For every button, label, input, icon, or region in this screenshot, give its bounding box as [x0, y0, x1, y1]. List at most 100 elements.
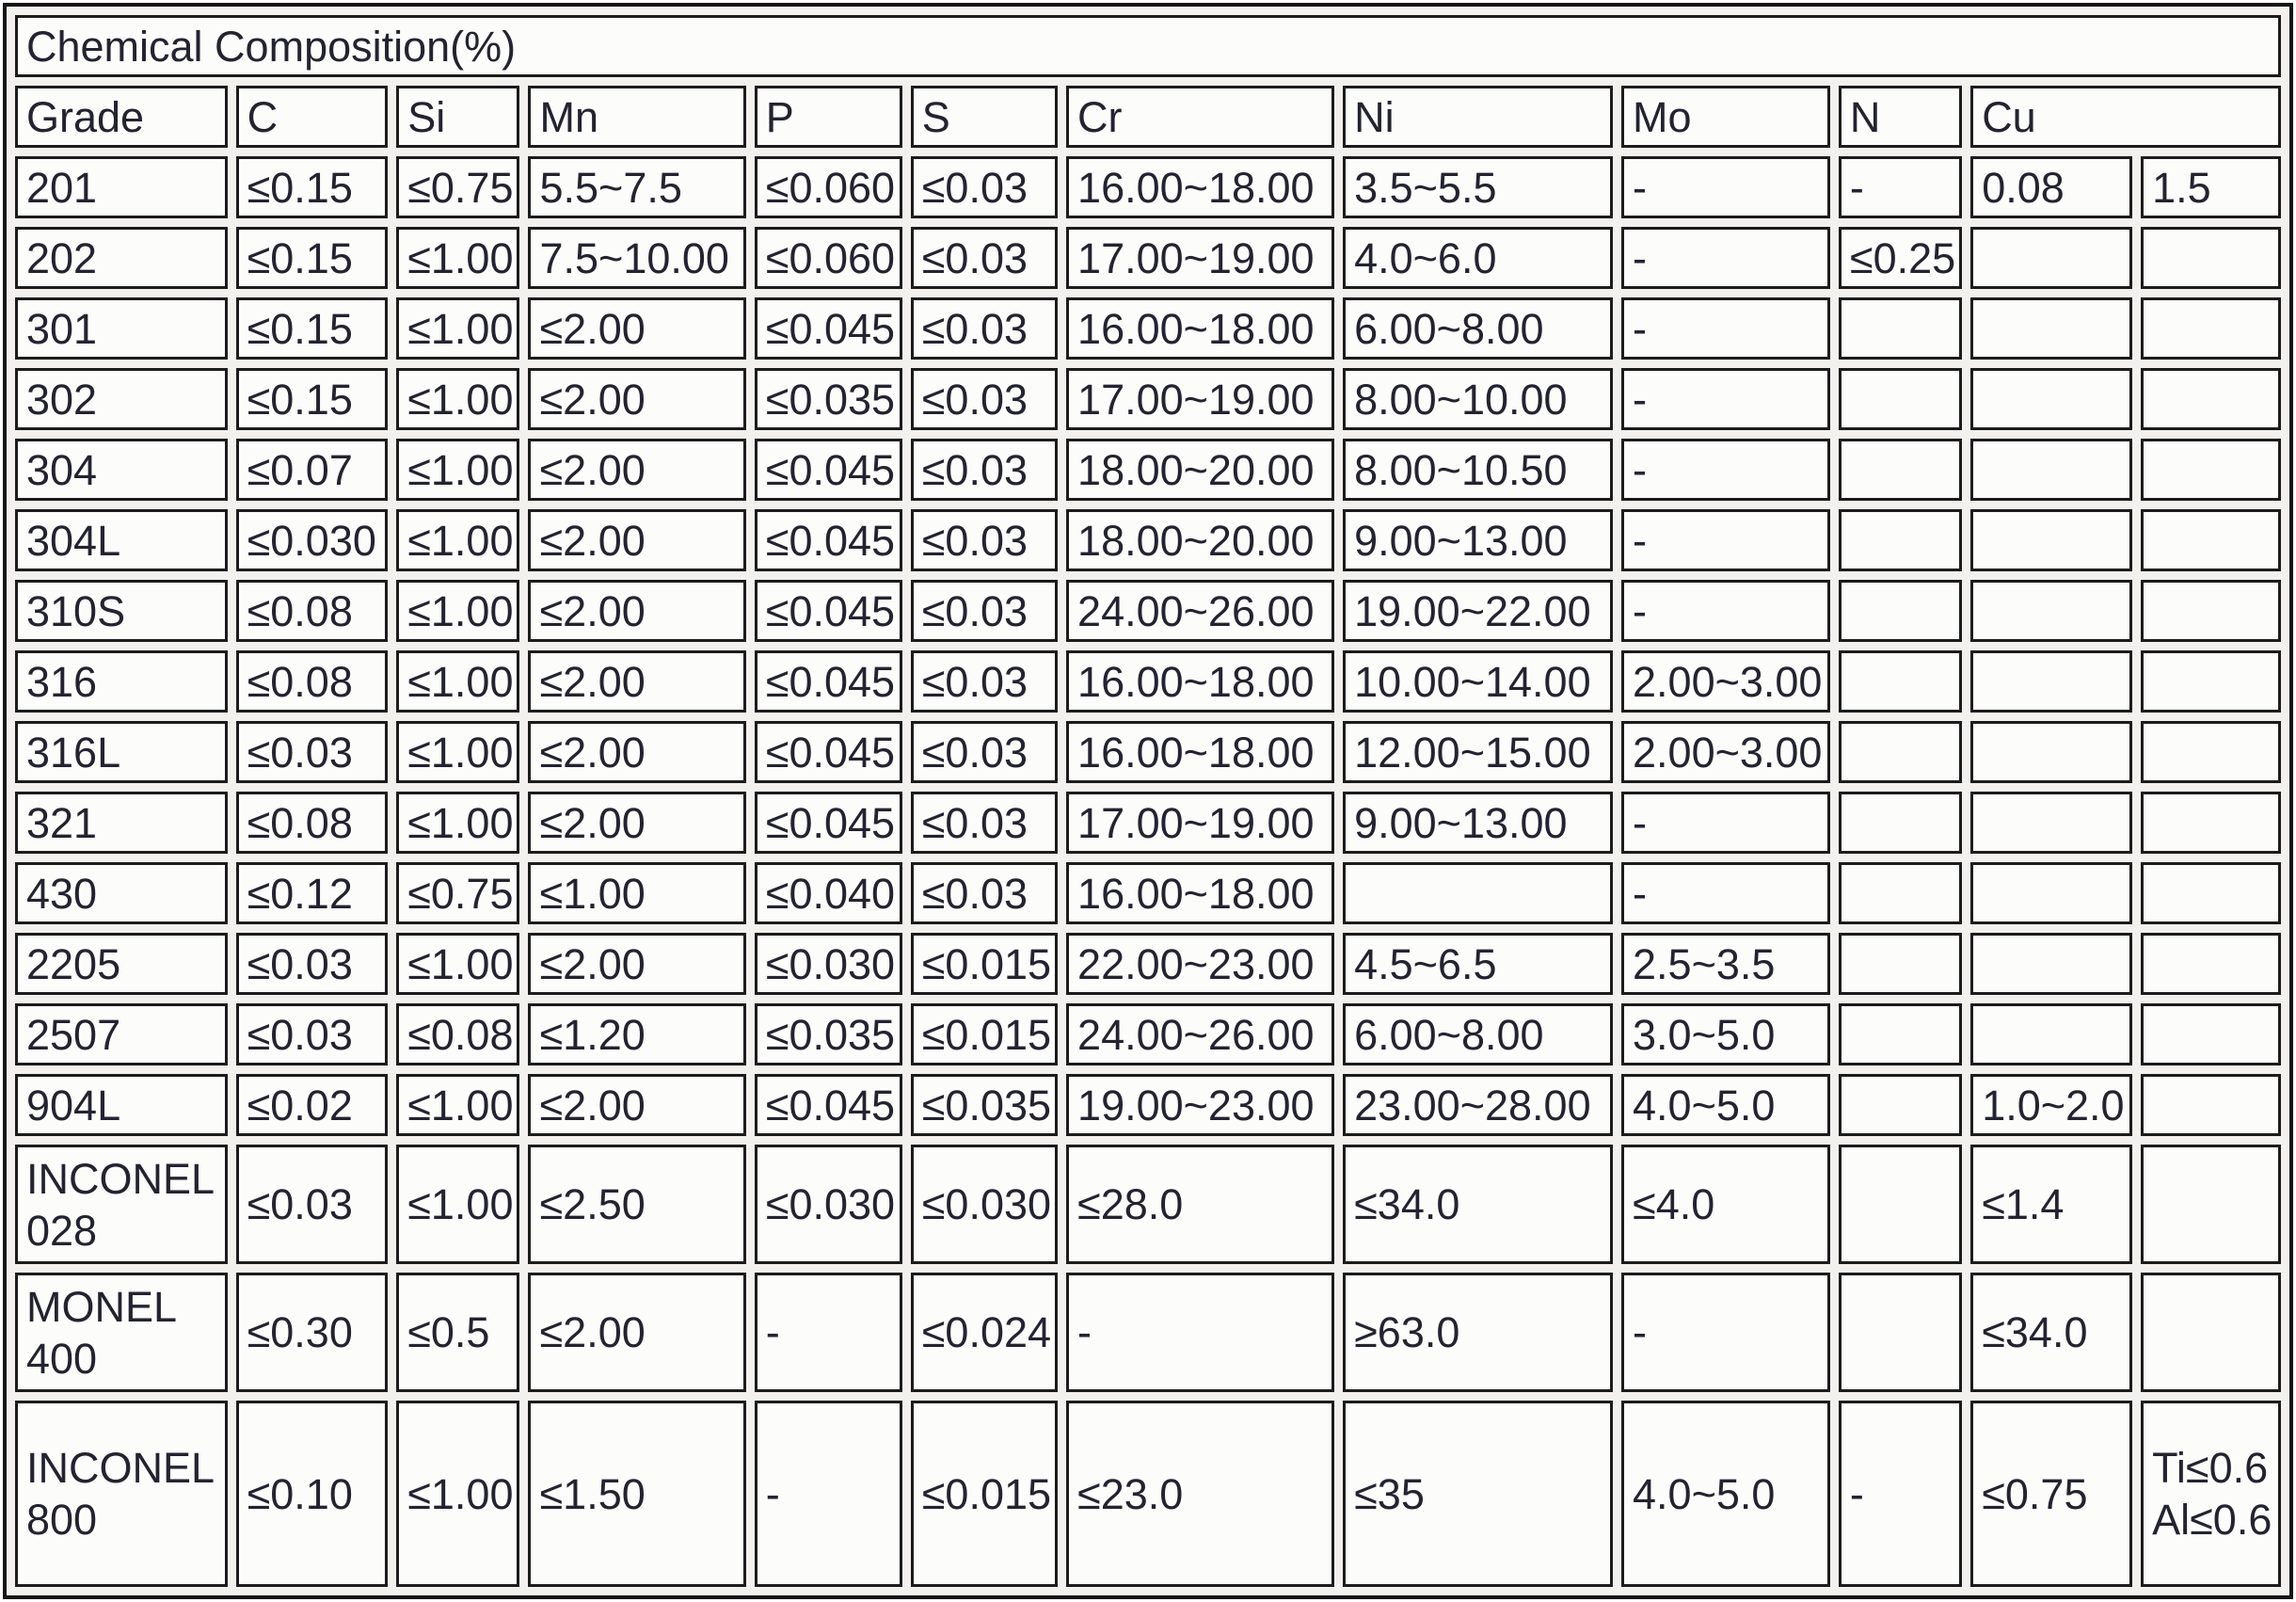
value-cell: ≤34.0 [1970, 1273, 2133, 1392]
grade-cell: 304 [15, 439, 228, 501]
value-cell: - [1621, 862, 1830, 924]
value-cell: ≤2.50 [528, 1145, 746, 1264]
value-cell: 24.00~26.00 [1066, 580, 1335, 642]
grade-cell: 2205 [15, 933, 228, 995]
value-cell: 7.5~10.00 [528, 227, 746, 289]
column-header-c: C [235, 86, 389, 148]
value-cell: ≤2.00 [528, 1273, 746, 1392]
value-cell: ≤0.045 [754, 650, 902, 713]
value-cell: ≤0.060 [754, 156, 902, 218]
value-cell [1838, 1003, 1963, 1065]
column-header-n: N [1838, 86, 1963, 148]
table-row: 301 ≤0.15 ≤1.00 ≤2.00 ≤0.045 ≤0.03 16.00~18.00… [15, 297, 2281, 360]
value-cell [1970, 439, 2133, 501]
value-cell [2141, 792, 2281, 854]
value-cell: - [1621, 1273, 1830, 1392]
value-cell: - [1621, 792, 1830, 854]
value-cell: 19.00~22.00 [1343, 580, 1614, 642]
grade-cell: 430 [15, 862, 228, 924]
value-cell: - [1838, 1401, 1963, 1587]
value-cell [1343, 862, 1614, 924]
value-cell: 4.5~6.5 [1343, 933, 1614, 995]
value-cell: ≤1.00 [396, 721, 520, 783]
grade-cell: 201 [15, 156, 228, 218]
value-cell [1970, 650, 2133, 713]
value-cell [2141, 933, 2281, 995]
value-cell [2141, 297, 2281, 360]
value-cell: ≤1.00 [396, 650, 520, 713]
value-cell: 8.00~10.50 [1343, 439, 1614, 501]
value-cell: ≤28.0 [1066, 1145, 1335, 1264]
value-cell: ≤0.08 [235, 792, 389, 854]
value-cell [2141, 227, 2281, 289]
value-cell: Ti≤0.6 Al≤0.6 [2141, 1401, 2281, 1587]
value-cell [2141, 1145, 2281, 1264]
value-cell: 16.00~18.00 [1066, 156, 1335, 218]
column-header-ni: Ni [1343, 86, 1614, 148]
value-cell: 2.5~3.5 [1621, 933, 1830, 995]
value-cell: 4.0~5.0 [1621, 1401, 1830, 1587]
value-cell: ≤0.03 [910, 297, 1059, 360]
grade-cell: 302 [15, 368, 228, 430]
header-row: Grade C Si Mn P S Cr Ni Mo N Cu [15, 86, 2281, 148]
value-cell [1838, 368, 1963, 430]
value-cell [2141, 439, 2281, 501]
value-cell [2141, 368, 2281, 430]
value-cell: ≤0.045 [754, 297, 902, 360]
value-cell [1838, 721, 1963, 783]
value-cell: 22.00~23.00 [1066, 933, 1335, 995]
column-header-cu: Cu [1970, 86, 2281, 148]
value-cell: 12.00~15.00 [1343, 721, 1614, 783]
chemical-composition-table: Chemical Composition(%) Grade C Si Mn P S Cr Ni M… [7, 7, 2289, 1595]
value-cell: ≤1.4 [1970, 1145, 2133, 1264]
value-cell: ≤0.015 [910, 1003, 1059, 1065]
value-cell: 9.00~13.00 [1343, 509, 1614, 571]
value-cell: 2.00~3.00 [1621, 721, 1830, 783]
value-cell: ≤1.00 [396, 580, 520, 642]
value-cell: ≤1.00 [396, 368, 520, 430]
value-cell: ≤0.024 [910, 1273, 1059, 1392]
value-cell: - [1621, 580, 1830, 642]
value-cell [1838, 1074, 1963, 1136]
table-title: Chemical Composition(%) [15, 15, 2281, 77]
value-cell [2141, 721, 2281, 783]
value-cell: ≤0.15 [235, 156, 389, 218]
table-row: 302 ≤0.15 ≤1.00 ≤2.00 ≤0.035 ≤0.03 17.00~19.00… [15, 368, 2281, 430]
value-cell [2141, 1003, 2281, 1065]
value-cell [1838, 1145, 1963, 1264]
value-cell: ≤0.030 [754, 1145, 902, 1264]
value-cell: ≤0.08 [235, 580, 389, 642]
value-cell: ≤1.00 [396, 1145, 520, 1264]
value-cell [1838, 650, 1963, 713]
value-cell: ≤0.12 [235, 862, 389, 924]
value-cell: ≤2.00 [528, 1074, 746, 1136]
value-cell: ≤0.03 [910, 439, 1059, 501]
value-cell: - [754, 1401, 902, 1587]
value-cell [1970, 721, 2133, 783]
value-cell: 23.00~28.00 [1343, 1074, 1614, 1136]
grade-cell: MONEL 400 [15, 1273, 228, 1392]
table-row: MONEL 400 ≤0.30 ≤0.5 ≤2.00- ≤0.024- ≥63.0- ≤34… [15, 1273, 2281, 1392]
value-cell: ≤0.035 [754, 1003, 902, 1065]
value-cell: 1.5 [2141, 156, 2281, 218]
value-cell: 5.5~7.5 [528, 156, 746, 218]
value-cell: - [1621, 439, 1830, 501]
value-cell: ≤0.015 [910, 1401, 1059, 1587]
value-cell: ≤1.00 [396, 1074, 520, 1136]
value-cell [1838, 1273, 1963, 1392]
value-cell: 18.00~20.00 [1066, 439, 1335, 501]
value-cell: ≤34.0 [1343, 1145, 1614, 1264]
value-cell: 10.00~14.00 [1343, 650, 1614, 713]
table-row: 904L ≤0.02 ≤1.00 ≤2.00 ≤0.045 ≤0.035 19.00~23.… [15, 1074, 2281, 1136]
value-cell: 16.00~18.00 [1066, 297, 1335, 360]
value-cell: ≤0.25 [1838, 227, 1963, 289]
value-cell: ≤35 [1343, 1401, 1614, 1587]
value-cell: ≥63.0 [1343, 1273, 1614, 1392]
value-cell: 3.0~5.0 [1621, 1003, 1830, 1065]
value-cell: ≤0.03 [910, 368, 1059, 430]
value-cell [1970, 862, 2133, 924]
value-cell [2141, 1273, 2281, 1392]
value-cell [1838, 439, 1963, 501]
value-cell: 4.0~6.0 [1343, 227, 1614, 289]
value-cell: - [1621, 156, 1830, 218]
